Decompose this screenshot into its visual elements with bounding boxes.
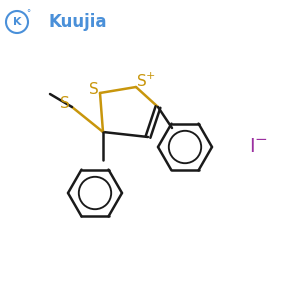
Text: Kuujia: Kuujia: [48, 13, 106, 31]
Text: S: S: [137, 74, 147, 89]
Text: S: S: [60, 97, 70, 112]
Text: S: S: [89, 82, 99, 97]
Text: −: −: [255, 133, 267, 148]
Text: K: K: [13, 17, 21, 27]
Text: I: I: [249, 137, 255, 157]
Text: °: °: [26, 10, 31, 19]
Text: +: +: [145, 71, 155, 81]
